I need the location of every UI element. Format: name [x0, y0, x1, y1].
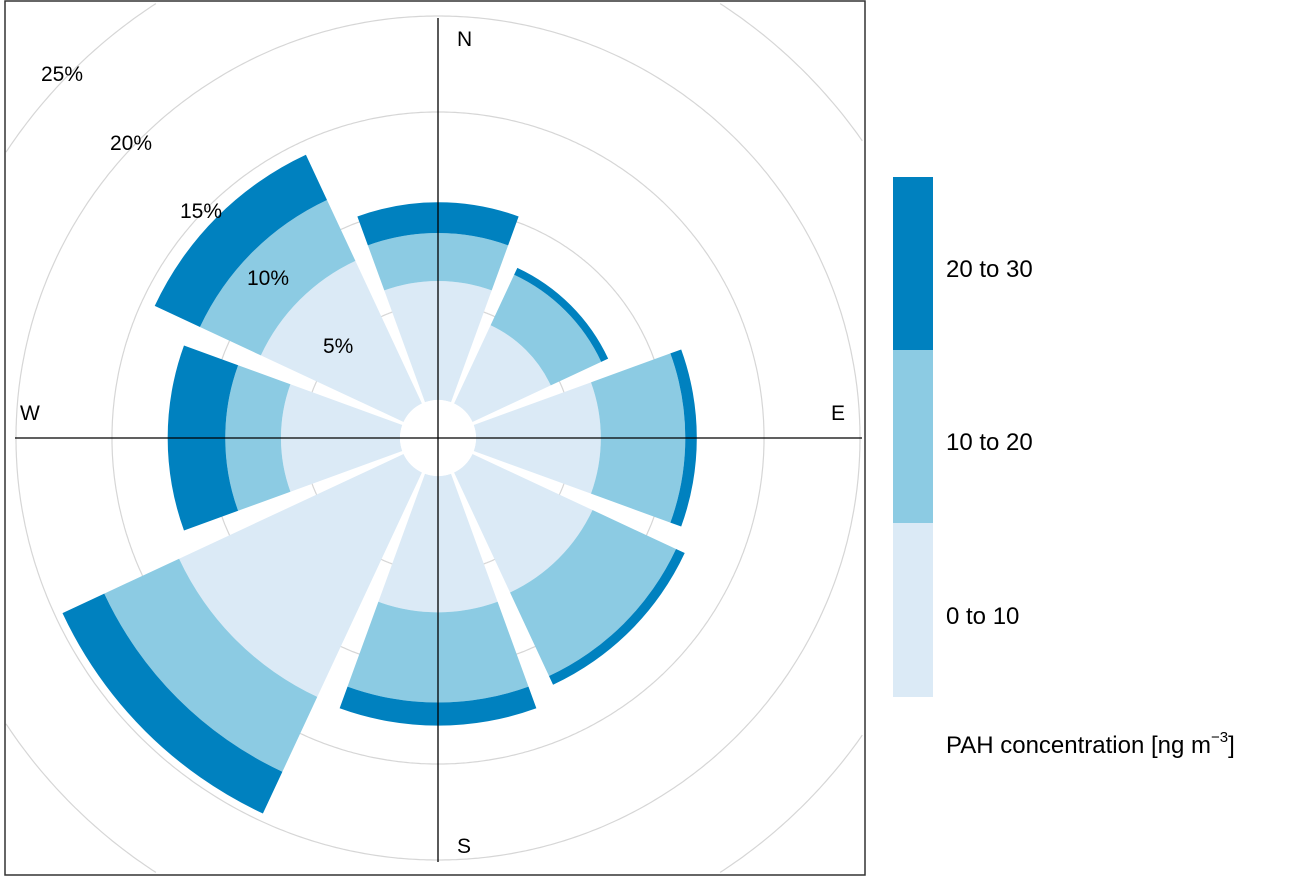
wedge-nw-band-0: [260, 260, 422, 422]
wedge-se-band-0: [454, 454, 593, 593]
radial-tick-labels: 5% 10% 15% 20% 25%: [41, 63, 353, 358]
gridline-circle: [5, 3, 157, 153]
compass-w: W: [20, 402, 40, 425]
axes: [15, 18, 862, 862]
compass-e: E: [831, 402, 845, 425]
legend-label-0-10: 0 to 10: [946, 603, 1019, 630]
radial-tick-label: 5%: [323, 335, 353, 358]
legend-swatch-20-30: [893, 177, 933, 351]
wedge-se-band-1: [510, 510, 677, 677]
radial-tick-label: 10%: [247, 267, 289, 290]
gridline-circle: [719, 3, 863, 142]
compass-s: S: [457, 835, 471, 858]
wedge-ne-band-2: [514, 267, 609, 362]
radial-tick-label: 20%: [110, 132, 152, 155]
wedge-sw-band-1: [104, 558, 318, 772]
legend-label-20-30: 20 to 30: [946, 256, 1033, 283]
legend-swatch-0-10: [893, 523, 933, 697]
radial-tick-label: 15%: [180, 200, 222, 223]
wedge-e-band-2: [670, 349, 697, 527]
wedges: [62, 154, 697, 814]
wedge-nw-band-1: [199, 199, 356, 356]
wedge-sw-band-0: [179, 454, 422, 697]
plot-frame: [4, 0, 866, 876]
legend: 20 to 30 10 to 20 0 to 10 PAH concentrat…: [893, 177, 1235, 759]
compass-n: N: [457, 28, 472, 51]
legend-title: PAH concentration [ng m−3]: [946, 729, 1235, 759]
wedge-ne-band-0: [454, 325, 551, 422]
wedge-nw-band-2: [154, 154, 328, 328]
wedge-sw-band-2: [62, 593, 283, 814]
gridline-circle: [719, 734, 863, 873]
wedge-se-band-2: [548, 548, 685, 685]
wedge-ne-band-1: [490, 274, 602, 386]
legend-swatch-10-20: [893, 350, 933, 524]
gridline-circle: [5, 723, 157, 873]
legend-label-10-20: 10 to 20: [946, 429, 1033, 456]
radial-tick-label: 25%: [41, 63, 83, 86]
